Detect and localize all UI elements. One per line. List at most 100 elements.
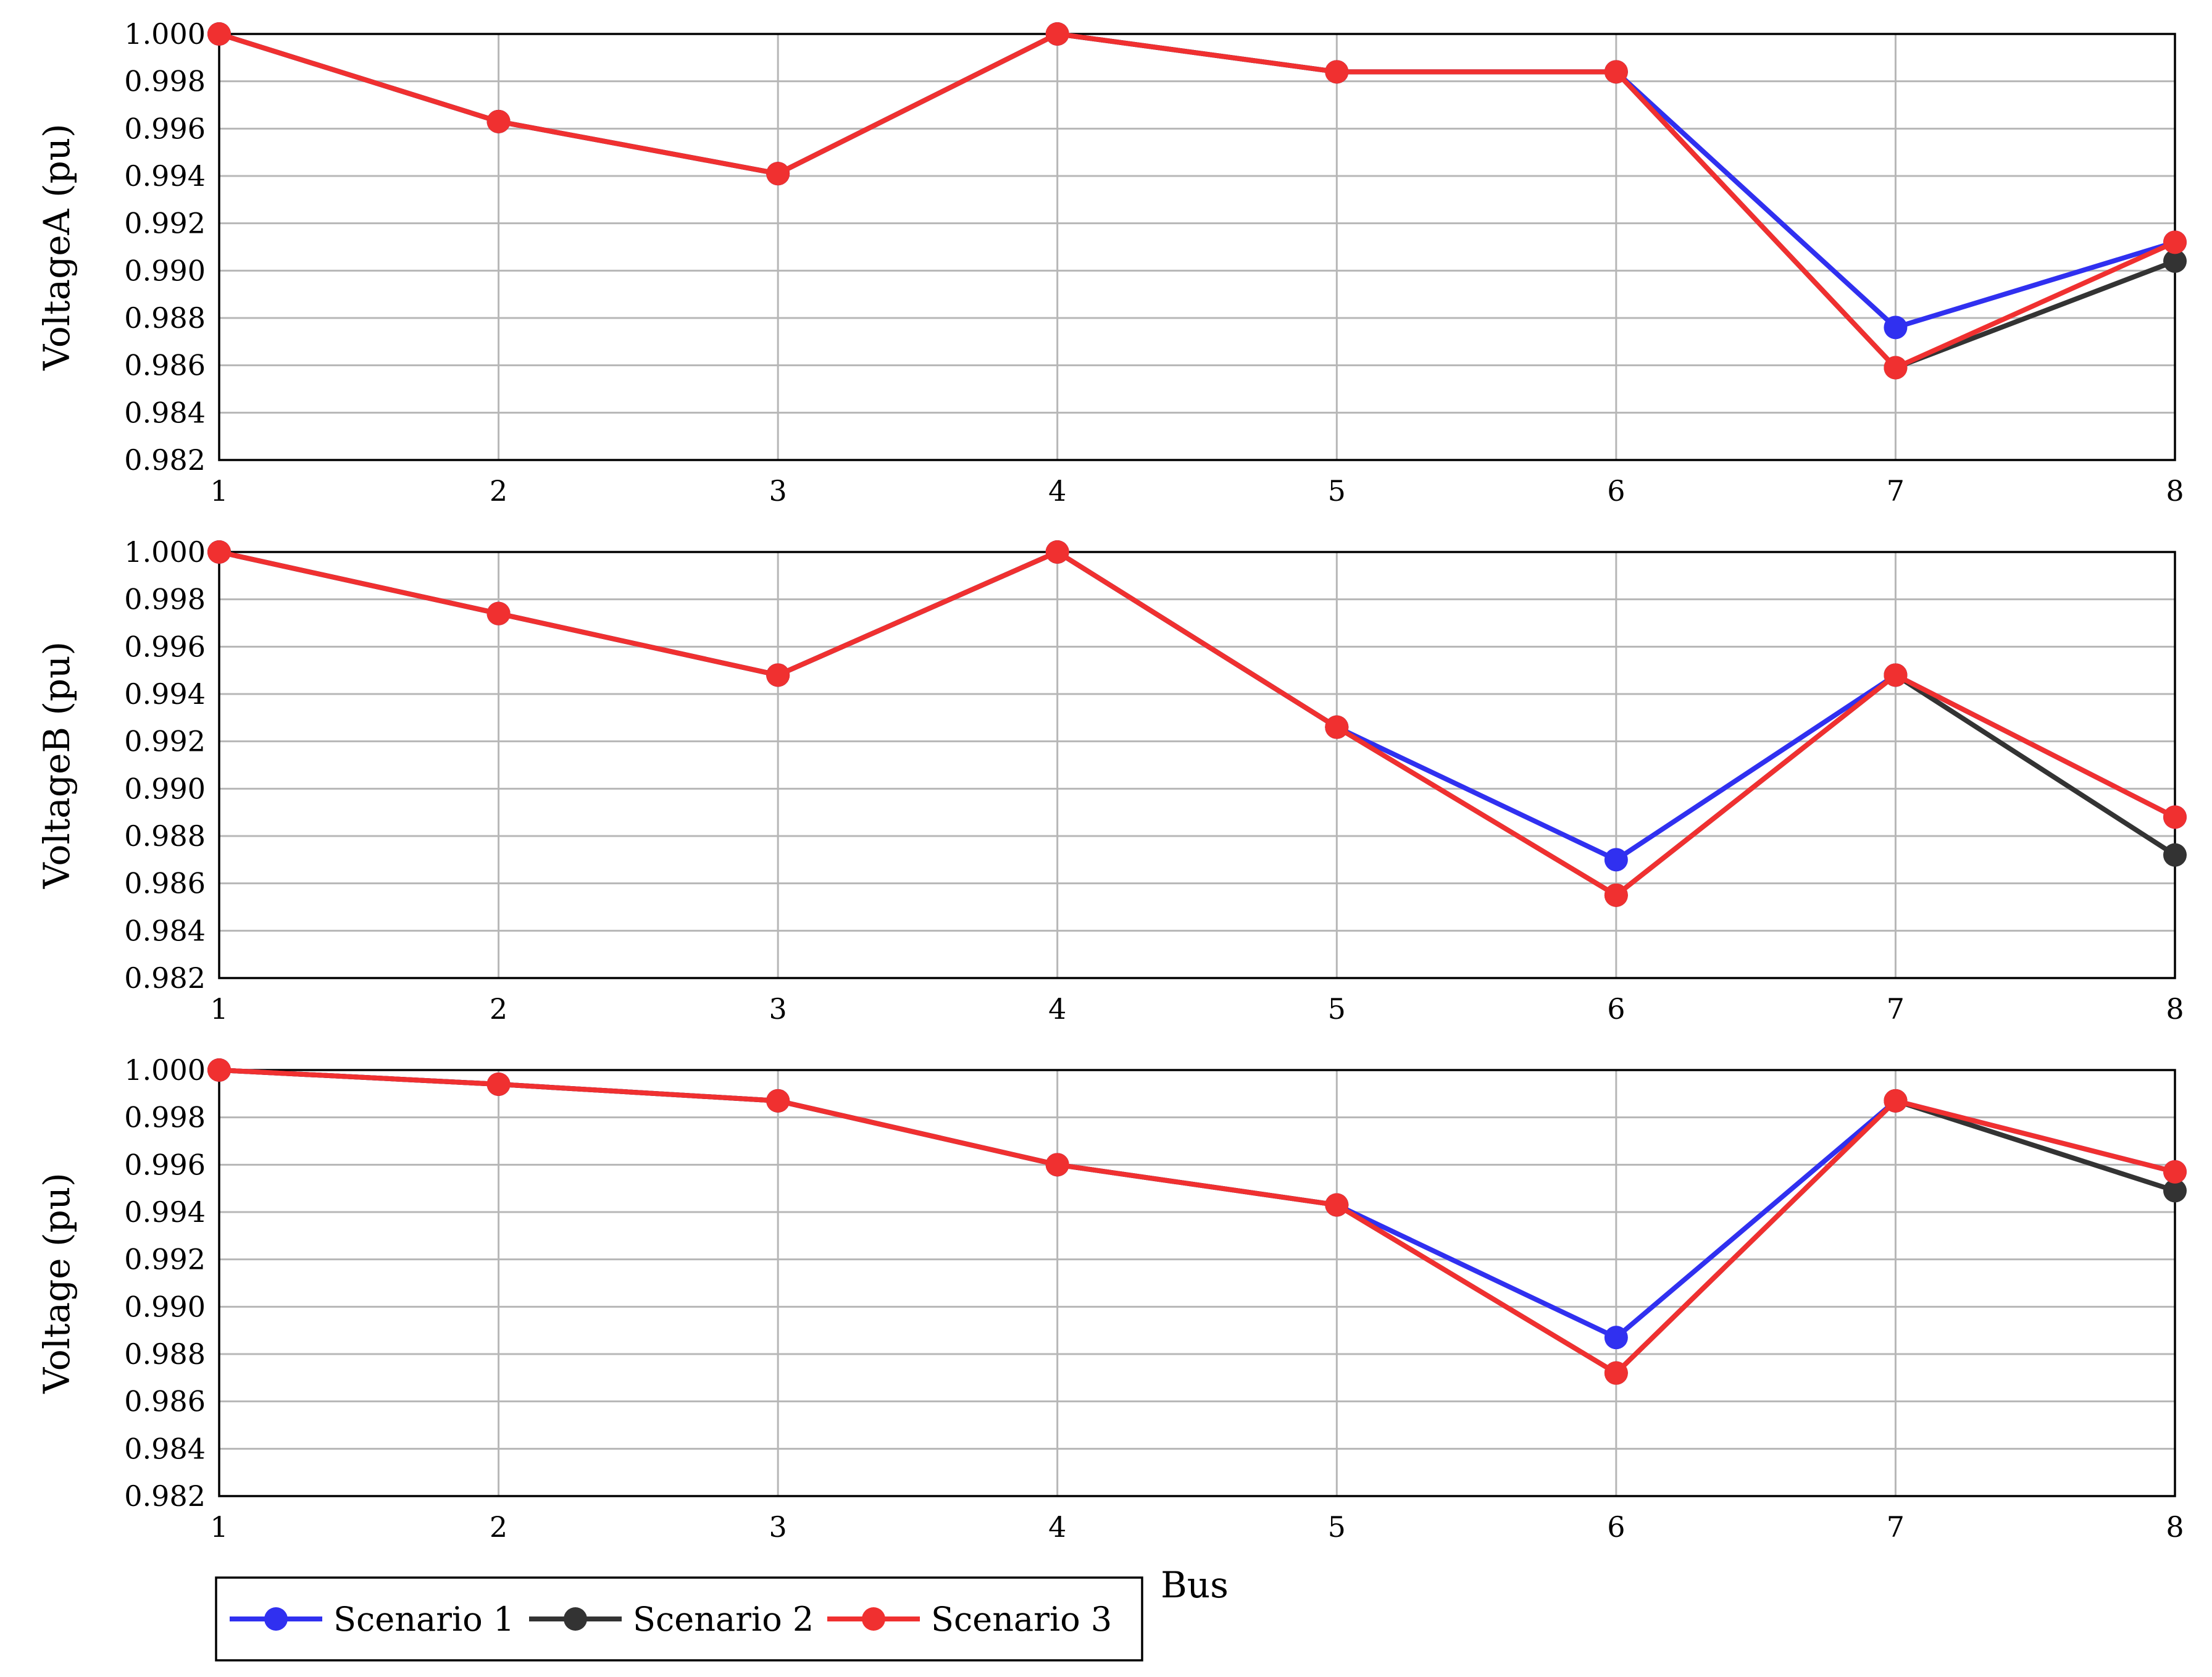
series-line bbox=[217, 31, 2177, 370]
y-tick-label: 0.988 bbox=[124, 1337, 206, 1371]
data-point bbox=[766, 663, 790, 687]
x-tick-label: 1 bbox=[210, 1510, 228, 1544]
data-point bbox=[486, 1073, 511, 1096]
series-scenario-3 bbox=[207, 22, 2187, 380]
x-tick-label: 6 bbox=[1607, 1510, 1625, 1544]
y-tick-label: 0.986 bbox=[124, 1385, 206, 1418]
x-tick-label: 8 bbox=[2166, 474, 2184, 508]
chart-panel-3: 0.982 0.984 0.986 0.988 0.990 0.992 0.994 0.996… bbox=[36, 1053, 2187, 1606]
x-tick-label: 8 bbox=[2166, 992, 2184, 1026]
data-point bbox=[207, 22, 231, 46]
series-line bbox=[217, 550, 2177, 898]
x-tick-label: 7 bbox=[1887, 992, 1905, 1026]
legend-label: Scenario 1 bbox=[333, 1600, 514, 1639]
x-tick-label: 8 bbox=[2166, 1510, 2184, 1544]
y-tick-label: 1.000 bbox=[124, 1053, 206, 1087]
y-tick-label: 0.986 bbox=[124, 349, 206, 382]
y-tick-label: 0.994 bbox=[124, 159, 206, 193]
data-point bbox=[1325, 60, 1349, 84]
y-tick-label: 0.992 bbox=[124, 725, 206, 758]
y-tick-label: 0.998 bbox=[124, 583, 206, 616]
series-scenario-1 bbox=[207, 540, 2187, 872]
series-scenario-3 bbox=[207, 540, 2187, 907]
y-axis-title: VoltageB (pu) bbox=[36, 642, 78, 889]
plot-frame bbox=[218, 1069, 2176, 1497]
x-tick-label: 6 bbox=[1607, 992, 1625, 1026]
x-tick-label: 5 bbox=[1328, 474, 1346, 508]
series-line bbox=[217, 550, 2177, 863]
x-tick-label: 7 bbox=[1887, 1510, 1905, 1544]
legend-label: Scenario 3 bbox=[931, 1600, 1112, 1639]
series-scenario-1 bbox=[207, 22, 2187, 340]
x-tick-label: 4 bbox=[1048, 992, 1066, 1026]
data-point bbox=[1604, 1326, 1628, 1350]
y-tick-label: 0.988 bbox=[124, 301, 206, 335]
data-point bbox=[1884, 1089, 1908, 1113]
legend-swatch-marker bbox=[264, 1607, 288, 1631]
data-point bbox=[1045, 1153, 1069, 1177]
x-tick-label: 5 bbox=[1328, 1510, 1346, 1544]
legend-label: Scenario 2 bbox=[633, 1600, 814, 1639]
data-point bbox=[1884, 356, 1908, 380]
legend-item-scenario-2: Scenario 2 bbox=[529, 1600, 814, 1639]
chart-panel-2: 0.982 0.984 0.986 0.988 0.990 0.992 0.994 0.996… bbox=[36, 535, 2187, 1026]
plot-frame bbox=[218, 551, 2176, 979]
x-axis-title: Bus bbox=[1161, 1564, 1229, 1606]
y-tick-label: 0.994 bbox=[124, 1195, 206, 1229]
data-point bbox=[1884, 316, 1908, 340]
y-tick-label: 0.984 bbox=[124, 914, 206, 947]
data-point bbox=[1045, 540, 1069, 564]
plot-frame bbox=[218, 33, 2176, 461]
x-tick-label: 1 bbox=[210, 474, 228, 508]
y-tick-label: 0.996 bbox=[124, 112, 206, 145]
x-tick-label: 3 bbox=[769, 992, 787, 1026]
y-tick-label: 0.996 bbox=[124, 1148, 206, 1181]
y-tick-label: 0.982 bbox=[124, 443, 206, 477]
legend-swatch-marker bbox=[564, 1607, 587, 1631]
y-tick-label: 0.982 bbox=[124, 961, 206, 995]
y-tick-label: 0.996 bbox=[124, 630, 206, 663]
y-tick-label: 0.988 bbox=[124, 819, 206, 853]
legend-item-scenario-3: Scenario 3 bbox=[827, 1600, 1112, 1639]
x-tick-label: 4 bbox=[1048, 474, 1066, 508]
series-line bbox=[217, 31, 2177, 330]
data-point bbox=[1604, 883, 1628, 907]
data-point bbox=[486, 109, 511, 133]
y-tick-label: 0.982 bbox=[124, 1479, 206, 1513]
y-tick-label: 1.000 bbox=[124, 17, 206, 51]
series-line bbox=[217, 1068, 2177, 1340]
data-point bbox=[2163, 805, 2187, 829]
data-point bbox=[1045, 22, 1069, 46]
y-tick-label: 0.990 bbox=[124, 254, 206, 287]
legend-box bbox=[215, 1576, 1143, 1662]
x-tick-label: 6 bbox=[1607, 474, 1625, 508]
data-point bbox=[1604, 848, 1628, 872]
data-point bbox=[2163, 1160, 2187, 1184]
data-point bbox=[2163, 1179, 2187, 1203]
x-tick-label: 4 bbox=[1048, 1510, 1066, 1544]
data-point bbox=[766, 162, 790, 186]
y-tick-label: 0.990 bbox=[124, 772, 206, 805]
data-point bbox=[2163, 230, 2187, 254]
x-tick-label: 1 bbox=[210, 992, 228, 1026]
data-point bbox=[1884, 663, 1908, 687]
y-tick-label: 0.984 bbox=[124, 396, 206, 429]
data-point bbox=[2163, 843, 2187, 867]
x-tick-label: 2 bbox=[490, 1510, 507, 1544]
data-point bbox=[1325, 1193, 1349, 1217]
x-tick-label: 7 bbox=[1887, 474, 1905, 508]
series-line bbox=[217, 1068, 2177, 1376]
y-tick-label: 1.000 bbox=[124, 535, 206, 569]
y-tick-label: 0.986 bbox=[124, 867, 206, 900]
y-tick-label: 0.984 bbox=[124, 1432, 206, 1465]
legend: Scenario 1 Scenario 2 Scenario 3 bbox=[215, 1576, 1143, 1662]
x-tick-label: 5 bbox=[1328, 992, 1346, 1026]
data-point bbox=[486, 601, 511, 625]
x-tick-label: 3 bbox=[769, 474, 787, 508]
x-tick-label: 3 bbox=[769, 1510, 787, 1544]
data-point bbox=[2163, 249, 2187, 273]
chart-panel-1: 0.982 0.984 0.986 0.988 0.990 0.992 0.994 0.996… bbox=[36, 17, 2187, 508]
data-point bbox=[207, 1058, 231, 1082]
data-point bbox=[1325, 715, 1349, 739]
